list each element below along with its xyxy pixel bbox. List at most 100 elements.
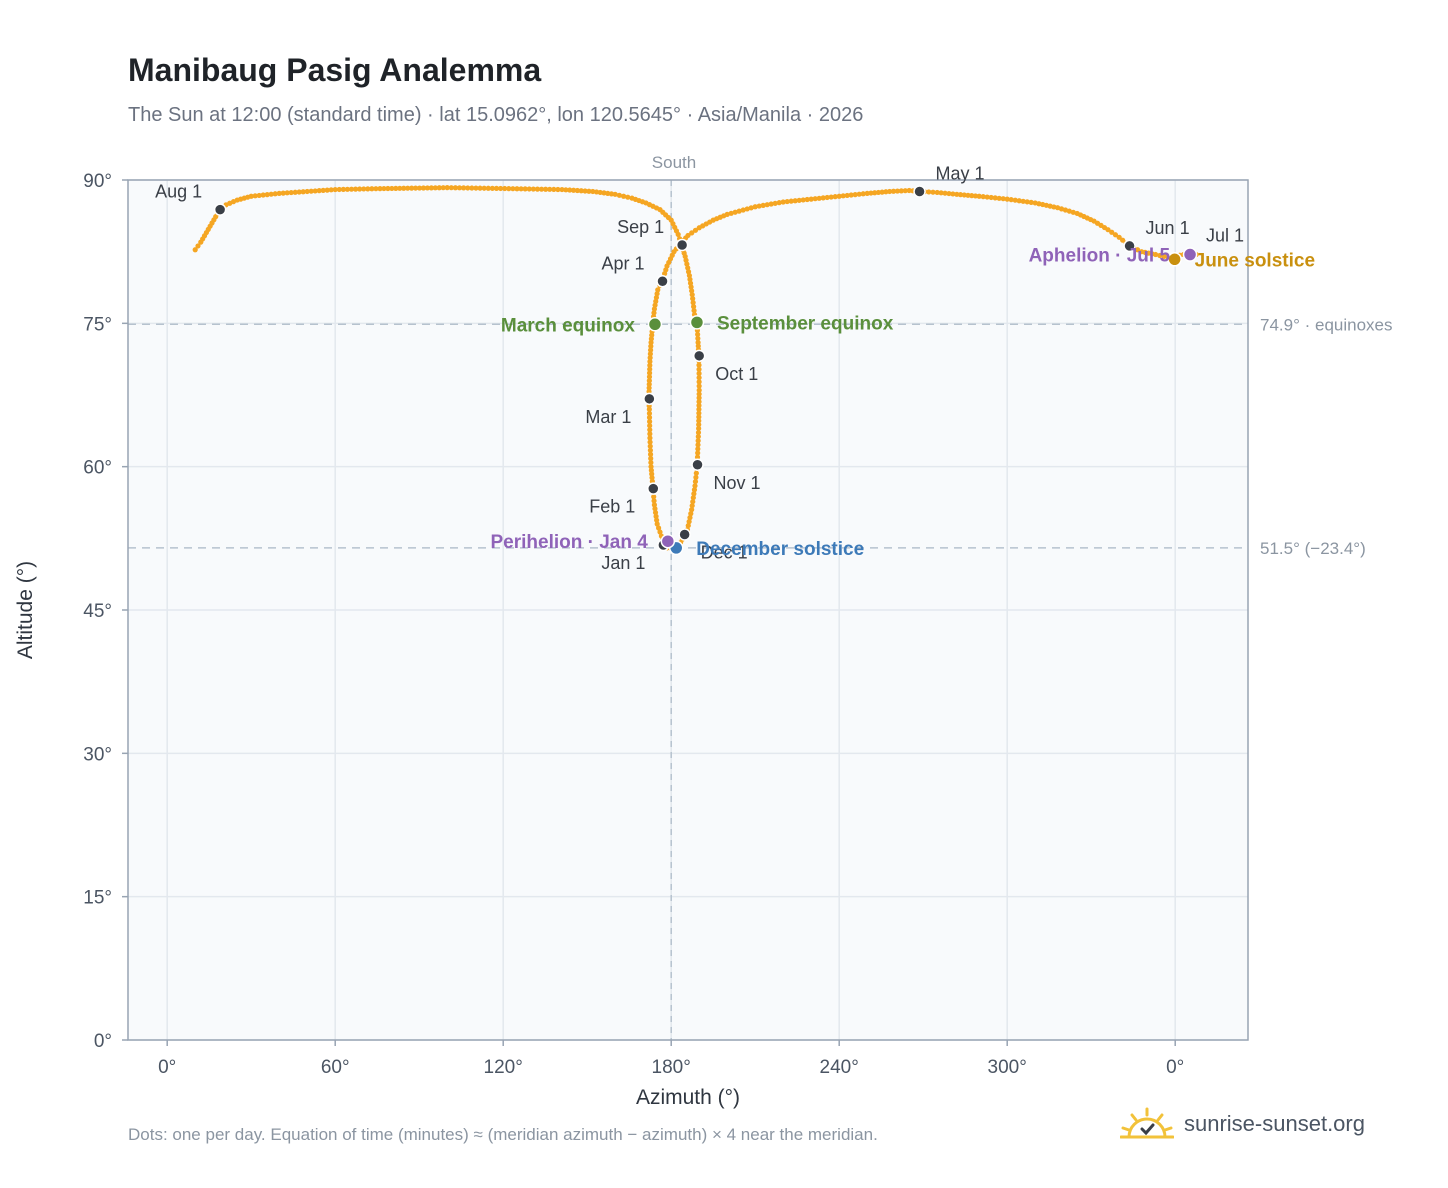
brand-logo[interactable]: sunrise-sunset.org [1120,1104,1365,1144]
daily-sun-dot [691,491,697,497]
daily-sun-dot [691,307,697,314]
daily-sun-dot [647,423,653,429]
daily-sun-dot [1116,234,1122,240]
daily-sun-dot [369,186,375,192]
daily-sun-dot [651,502,658,508]
daily-sun-dot [696,410,702,416]
daily-sun-dot [696,366,702,372]
daily-sun-dot [980,194,986,200]
daily-sun-dot [796,197,802,203]
daily-sun-dot [902,188,908,194]
event-marker-dot [1167,252,1182,267]
daily-sun-dot [1028,199,1034,205]
daily-sun-dot [436,185,442,191]
daily-sun-dot [648,455,654,462]
meridian-label: South [652,153,696,172]
daily-sun-dot [646,370,653,376]
daily-sun-dot [696,406,702,412]
daily-sun-dot [768,201,774,207]
daily-sun-dot [652,506,658,512]
daily-sun-dot [530,186,536,192]
daily-sun-dot [534,186,541,192]
daily-sun-dot [693,474,699,480]
daily-sun-dot [268,191,274,197]
daily-sun-dot [780,199,786,205]
daily-sun-dot [647,362,653,368]
daily-sun-dot [690,296,696,302]
daily-sun-dot [788,198,794,204]
daily-sun-dot [772,200,778,206]
month-marker-dot [1123,239,1136,253]
daily-sun-dot [824,194,830,201]
daily-sun-dot [860,191,866,197]
daily-sun-dot [946,190,952,197]
daily-sun-dot [522,186,528,192]
daily-sun-dot [689,288,695,294]
daily-sun-dot [689,230,695,236]
daily-sun-dot [695,442,701,448]
month-marker-dot [678,528,691,541]
daily-sun-dot [195,243,201,249]
daily-sun-dot [389,185,395,192]
daily-sun-dot [926,189,932,195]
month-marker-dot [692,349,706,363]
daily-sun-dot [646,381,652,387]
daily-sun-dot [984,194,990,200]
daily-sun-dot [1134,247,1141,253]
daily-sun-dot [252,193,258,199]
daily-sun-dot [992,195,998,201]
daily-sun-dot [502,185,508,192]
daily-sun-dot [1020,198,1026,204]
event-marker-label: March equinox [501,315,636,336]
daily-sun-dot [686,519,692,525]
daily-sun-dot [416,185,423,191]
y-tick-label: 60° [83,458,112,479]
y-tick-label: 75° [83,314,112,335]
month-marker-label: Jul 1 [1206,226,1244,246]
daily-sun-dot [248,193,254,199]
daily-sun-dot [844,192,850,199]
month-marker-dot [656,275,669,288]
daily-sun-dot [752,204,758,210]
daily-sun-dot [647,451,654,457]
daily-sun-dot [961,192,967,198]
daily-sun-dot [651,310,657,316]
daily-sun-dot [578,188,584,194]
daily-sun-dot [563,187,569,193]
daily-sun-dot [288,189,294,196]
daily-sun-dot [696,379,702,385]
daily-sun-dot [954,191,960,197]
daily-sun-dot [848,192,854,198]
daily-sun-dot [792,198,798,204]
event-marker-dot [1182,247,1198,262]
daily-sun-dot [352,186,359,192]
daily-sun-dot [654,521,660,527]
daily-sun-dot [625,194,631,200]
month-marker-dot [643,392,656,406]
daily-sun-dot [687,276,693,282]
daily-sun-dot [685,232,691,239]
daily-sun-dot [760,202,766,208]
daily-sun-dot [972,193,979,199]
daily-sun-dot [320,187,326,193]
daily-sun-dot [574,187,581,194]
daily-sun-dot [695,429,702,436]
daily-sun-dot [1153,251,1159,258]
event-marker-label: September equinox [717,313,894,334]
daily-sun-dot [690,495,696,501]
daily-sun-dot [477,185,483,191]
month-marker-dot [913,185,926,198]
daily-sun-dot [514,186,520,192]
daily-sun-dot [690,499,696,505]
daily-sun-dot [687,280,694,286]
daily-sun-dot [695,434,701,440]
y-axis-label: Altitude (°) [14,561,37,659]
daily-sun-dot [647,419,653,425]
y-tick-label: 30° [83,744,112,765]
daily-sun-dot [348,186,355,192]
daily-sun-dot [377,186,383,192]
daily-sun-dot [324,187,330,193]
month-marker-dot [647,482,660,495]
daily-sun-dot [1024,199,1030,205]
x-tick-label: 180° [652,1057,691,1078]
